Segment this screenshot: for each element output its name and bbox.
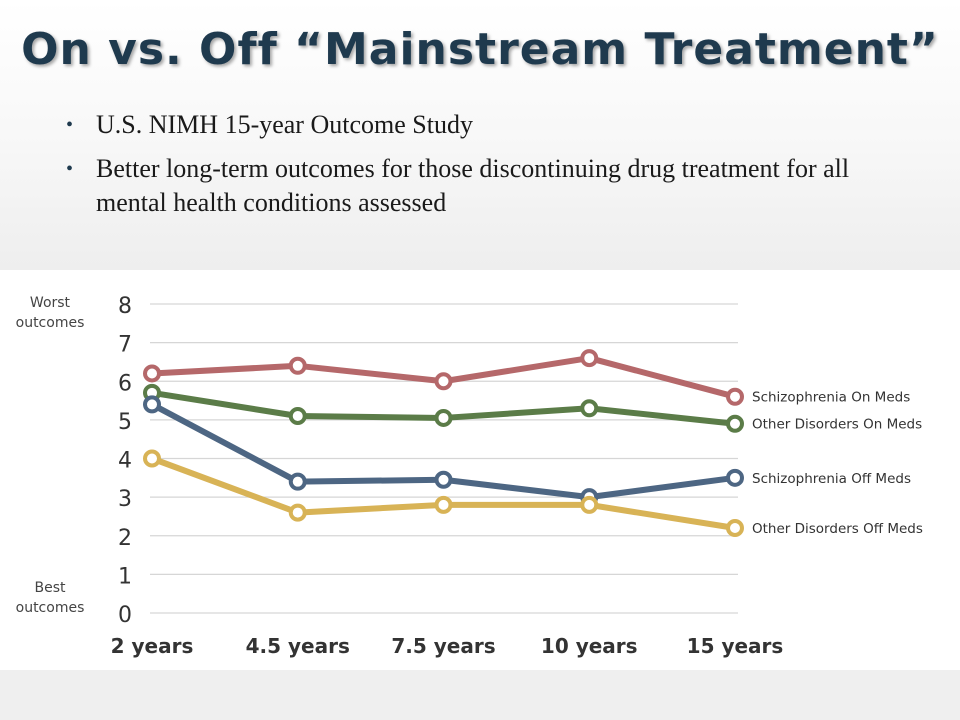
x-tick-label: 2 years	[111, 634, 194, 658]
slide-title: On vs. Off “Mainstream Treatment”	[21, 24, 939, 75]
bullet-text: Better long-term outcomes for those disc…	[96, 154, 850, 217]
x-tick-label: 15 years	[687, 634, 784, 658]
data-point-schizophrenia-off-meds	[434, 470, 453, 489]
worst-outcomes-label: Worst	[30, 295, 71, 311]
data-point-other-disorders-off-meds	[434, 495, 453, 514]
chart-panel: 0 1 2 3 4 5 6 7 8 2 years 4.5 years 7.5 years 10 ye…	[0, 270, 960, 670]
y-tick-label: 8	[118, 294, 132, 319]
data-point-schizophrenia-on-meds	[288, 356, 307, 375]
worst-outcomes-label: outcomes	[16, 315, 85, 331]
y-tick-label: 5	[118, 410, 132, 435]
data-point-schizophrenia-on-meds	[143, 364, 161, 383]
series-label-other-disorders-on-meds: Other Disorders On Meds	[752, 417, 922, 433]
data-point-schizophrenia-off-meds	[288, 472, 307, 491]
bullet-list: • U.S. NIMH 15-year Outcome Study • Bett…	[62, 108, 922, 230]
axis-annotations: Worst outcomes Best outcomes	[16, 295, 85, 616]
y-tick-label: 0	[118, 603, 132, 628]
data-point-schizophrenia-on-meds	[580, 349, 599, 368]
series-lines	[143, 349, 744, 538]
best-outcomes-label: Best	[34, 580, 66, 596]
y-tick-label: 1	[118, 564, 132, 589]
data-point-schizophrenia-on-meds	[726, 387, 744, 406]
outcome-line-chart: 0 1 2 3 4 5 6 7 8 2 years 4.5 years 7.5 years 10 ye…	[16, 294, 923, 658]
x-tick-label: 7.5 years	[391, 634, 495, 658]
y-tick-label: 2	[118, 526, 132, 551]
bullet-text: U.S. NIMH 15-year Outcome Study	[96, 110, 473, 139]
series-label-schizophrenia-on-meds: Schizophrenia On Meds	[752, 390, 910, 406]
grid-lines	[150, 303, 738, 614]
slide-header-background	[0, 0, 960, 270]
data-point-schizophrenia-off-meds	[143, 395, 161, 414]
bullet-dot-icon: •	[66, 158, 74, 180]
data-point-other-disorders-off-meds	[726, 519, 744, 538]
data-point-other-disorders-on-meds	[580, 399, 599, 418]
best-outcomes-label: outcomes	[16, 600, 85, 616]
y-tick-label: 4	[118, 449, 132, 474]
y-tick-labels: 0 1 2 3 4 5 6 7 8	[118, 294, 132, 628]
data-point-other-disorders-off-meds	[288, 503, 307, 522]
data-point-other-disorders-off-meds	[580, 495, 599, 514]
series-labels: Schizophrenia On Meds Other Disorders On …	[752, 390, 923, 537]
data-point-schizophrenia-off-meds	[726, 468, 744, 487]
y-tick-label: 7	[118, 333, 132, 358]
data-point-schizophrenia-on-meds	[434, 372, 453, 391]
y-tick-label: 3	[118, 487, 132, 512]
series-label-other-disorders-off-meds: Other Disorders Off Meds	[752, 521, 923, 537]
data-point-other-disorders-off-meds	[143, 449, 161, 468]
bullet-item: • U.S. NIMH 15-year Outcome Study	[62, 108, 922, 142]
y-tick-label: 6	[118, 371, 132, 396]
x-tick-label: 10 years	[541, 634, 638, 658]
series-label-schizophrenia-off-meds: Schizophrenia Off Meds	[752, 471, 911, 487]
x-tick-labels: 2 years 4.5 years 7.5 years 10 years 15 year…	[111, 634, 784, 658]
bullet-dot-icon: •	[66, 114, 74, 136]
slide-footer-background	[0, 670, 960, 720]
series-line-other-disorders-off-meds	[149, 455, 738, 532]
bullet-item: • Better long-term outcomes for those di…	[62, 152, 922, 220]
data-point-other-disorders-on-meds	[288, 407, 307, 426]
x-tick-label: 4.5 years	[246, 634, 350, 658]
data-point-other-disorders-on-meds	[726, 414, 744, 433]
data-point-other-disorders-on-meds	[434, 408, 453, 427]
